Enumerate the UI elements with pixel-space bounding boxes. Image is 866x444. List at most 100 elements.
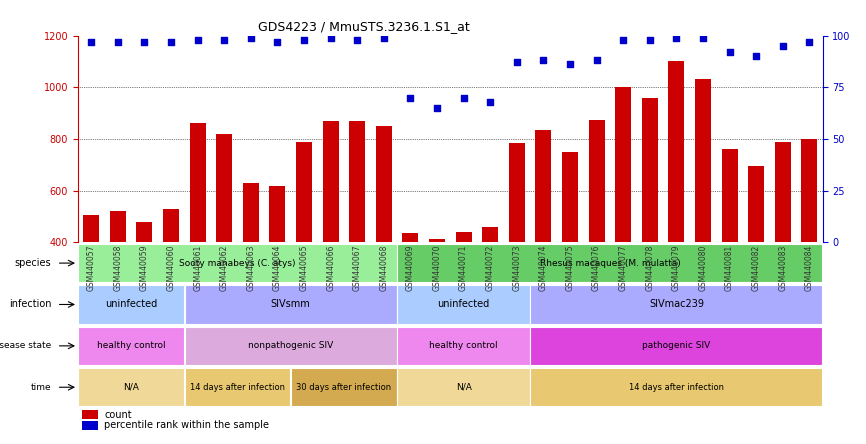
Bar — [642, 98, 658, 346]
Bar — [397, 285, 530, 324]
Text: Sooty manabeys (C. atys): Sooty manabeys (C. atys) — [179, 258, 296, 268]
Bar — [509, 143, 525, 346]
Bar — [775, 142, 791, 346]
Bar — [530, 368, 823, 406]
Point — [722, 48, 736, 56]
Text: N/A: N/A — [456, 383, 472, 392]
Bar — [190, 123, 205, 346]
Point — [483, 98, 497, 105]
Text: count: count — [104, 409, 132, 420]
Bar — [242, 183, 259, 346]
Bar — [216, 134, 232, 346]
Point — [350, 36, 364, 43]
Point — [563, 61, 577, 68]
Bar — [669, 61, 684, 346]
Text: nonpathogenic SIV: nonpathogenic SIV — [248, 341, 333, 350]
Point — [191, 36, 204, 43]
Text: GSM440079: GSM440079 — [672, 245, 681, 291]
Text: SIVmac239: SIVmac239 — [649, 299, 704, 309]
Bar — [695, 79, 711, 346]
Point — [111, 38, 125, 45]
Bar — [801, 139, 818, 346]
Bar — [137, 222, 152, 346]
Text: GSM440058: GSM440058 — [113, 245, 122, 291]
Text: GSM440061: GSM440061 — [193, 245, 202, 291]
Text: GDS4223 / MmuSTS.3236.1.S1_at: GDS4223 / MmuSTS.3236.1.S1_at — [258, 20, 469, 33]
Bar — [589, 119, 604, 346]
Bar — [376, 126, 391, 346]
Bar — [110, 211, 126, 346]
Text: GSM440067: GSM440067 — [352, 245, 362, 291]
Text: GSM440064: GSM440064 — [273, 245, 282, 291]
Bar — [184, 368, 290, 406]
Text: GSM440070: GSM440070 — [432, 245, 442, 291]
Bar — [397, 368, 530, 406]
Bar — [78, 368, 184, 406]
Text: GSM440071: GSM440071 — [459, 245, 469, 291]
Text: disease state: disease state — [0, 341, 51, 350]
Point — [803, 38, 817, 45]
Text: uninfected: uninfected — [437, 299, 490, 309]
Text: GSM440075: GSM440075 — [565, 245, 574, 291]
Text: GSM440082: GSM440082 — [752, 245, 760, 291]
Text: GSM440084: GSM440084 — [805, 245, 814, 291]
Bar — [403, 234, 418, 346]
Text: species: species — [15, 258, 51, 268]
Text: GSM440057: GSM440057 — [87, 245, 96, 291]
Text: GSM440062: GSM440062 — [220, 245, 229, 291]
Text: 30 days after infection: 30 days after infection — [296, 383, 391, 392]
Point — [643, 36, 656, 43]
Bar — [530, 327, 823, 365]
Text: GSM440063: GSM440063 — [246, 245, 255, 291]
Text: time: time — [30, 383, 51, 392]
Text: GSM440065: GSM440065 — [300, 245, 308, 291]
Bar — [748, 166, 764, 346]
Point — [138, 38, 152, 45]
Bar — [291, 368, 397, 406]
Text: GSM440059: GSM440059 — [140, 245, 149, 291]
Text: healthy control: healthy control — [430, 341, 498, 350]
Text: GSM440066: GSM440066 — [326, 245, 335, 291]
Point — [617, 36, 630, 43]
Bar — [78, 285, 184, 324]
Point — [164, 38, 178, 45]
Text: GSM440080: GSM440080 — [699, 245, 708, 291]
Point — [590, 57, 604, 64]
Bar — [83, 215, 100, 346]
Text: GSM440072: GSM440072 — [486, 245, 494, 291]
Bar — [163, 209, 179, 346]
Text: percentile rank within the sample: percentile rank within the sample — [104, 420, 269, 430]
Text: GSM440068: GSM440068 — [379, 245, 388, 291]
Text: 14 days after infection: 14 days after infection — [190, 383, 285, 392]
Bar — [78, 244, 397, 282]
Bar — [184, 327, 397, 365]
Text: N/A: N/A — [123, 383, 139, 392]
Text: 14 days after infection: 14 days after infection — [629, 383, 724, 392]
Bar — [482, 227, 498, 346]
Text: GSM440076: GSM440076 — [592, 245, 601, 291]
Point — [244, 34, 258, 41]
Text: GSM440073: GSM440073 — [513, 245, 521, 291]
Text: GSM440081: GSM440081 — [725, 245, 734, 291]
Text: healthy control: healthy control — [97, 341, 165, 350]
Point — [404, 94, 417, 101]
Text: uninfected: uninfected — [105, 299, 158, 309]
Text: SIVsmm: SIVsmm — [271, 299, 311, 309]
Point — [669, 34, 683, 41]
Point — [696, 34, 710, 41]
Point — [270, 38, 284, 45]
Point — [776, 42, 790, 49]
Text: pathogenic SIV: pathogenic SIV — [643, 341, 710, 350]
Text: GSM440060: GSM440060 — [166, 245, 176, 291]
Bar — [535, 130, 552, 346]
Bar — [562, 152, 578, 346]
Text: GSM440078: GSM440078 — [645, 245, 655, 291]
Bar — [184, 285, 397, 324]
Text: GSM440074: GSM440074 — [539, 245, 548, 291]
Text: GSM440077: GSM440077 — [618, 245, 628, 291]
Bar — [615, 87, 631, 346]
Text: infection: infection — [9, 299, 51, 309]
Text: GSM440083: GSM440083 — [779, 245, 787, 291]
Bar — [323, 121, 339, 346]
Bar — [429, 238, 445, 346]
